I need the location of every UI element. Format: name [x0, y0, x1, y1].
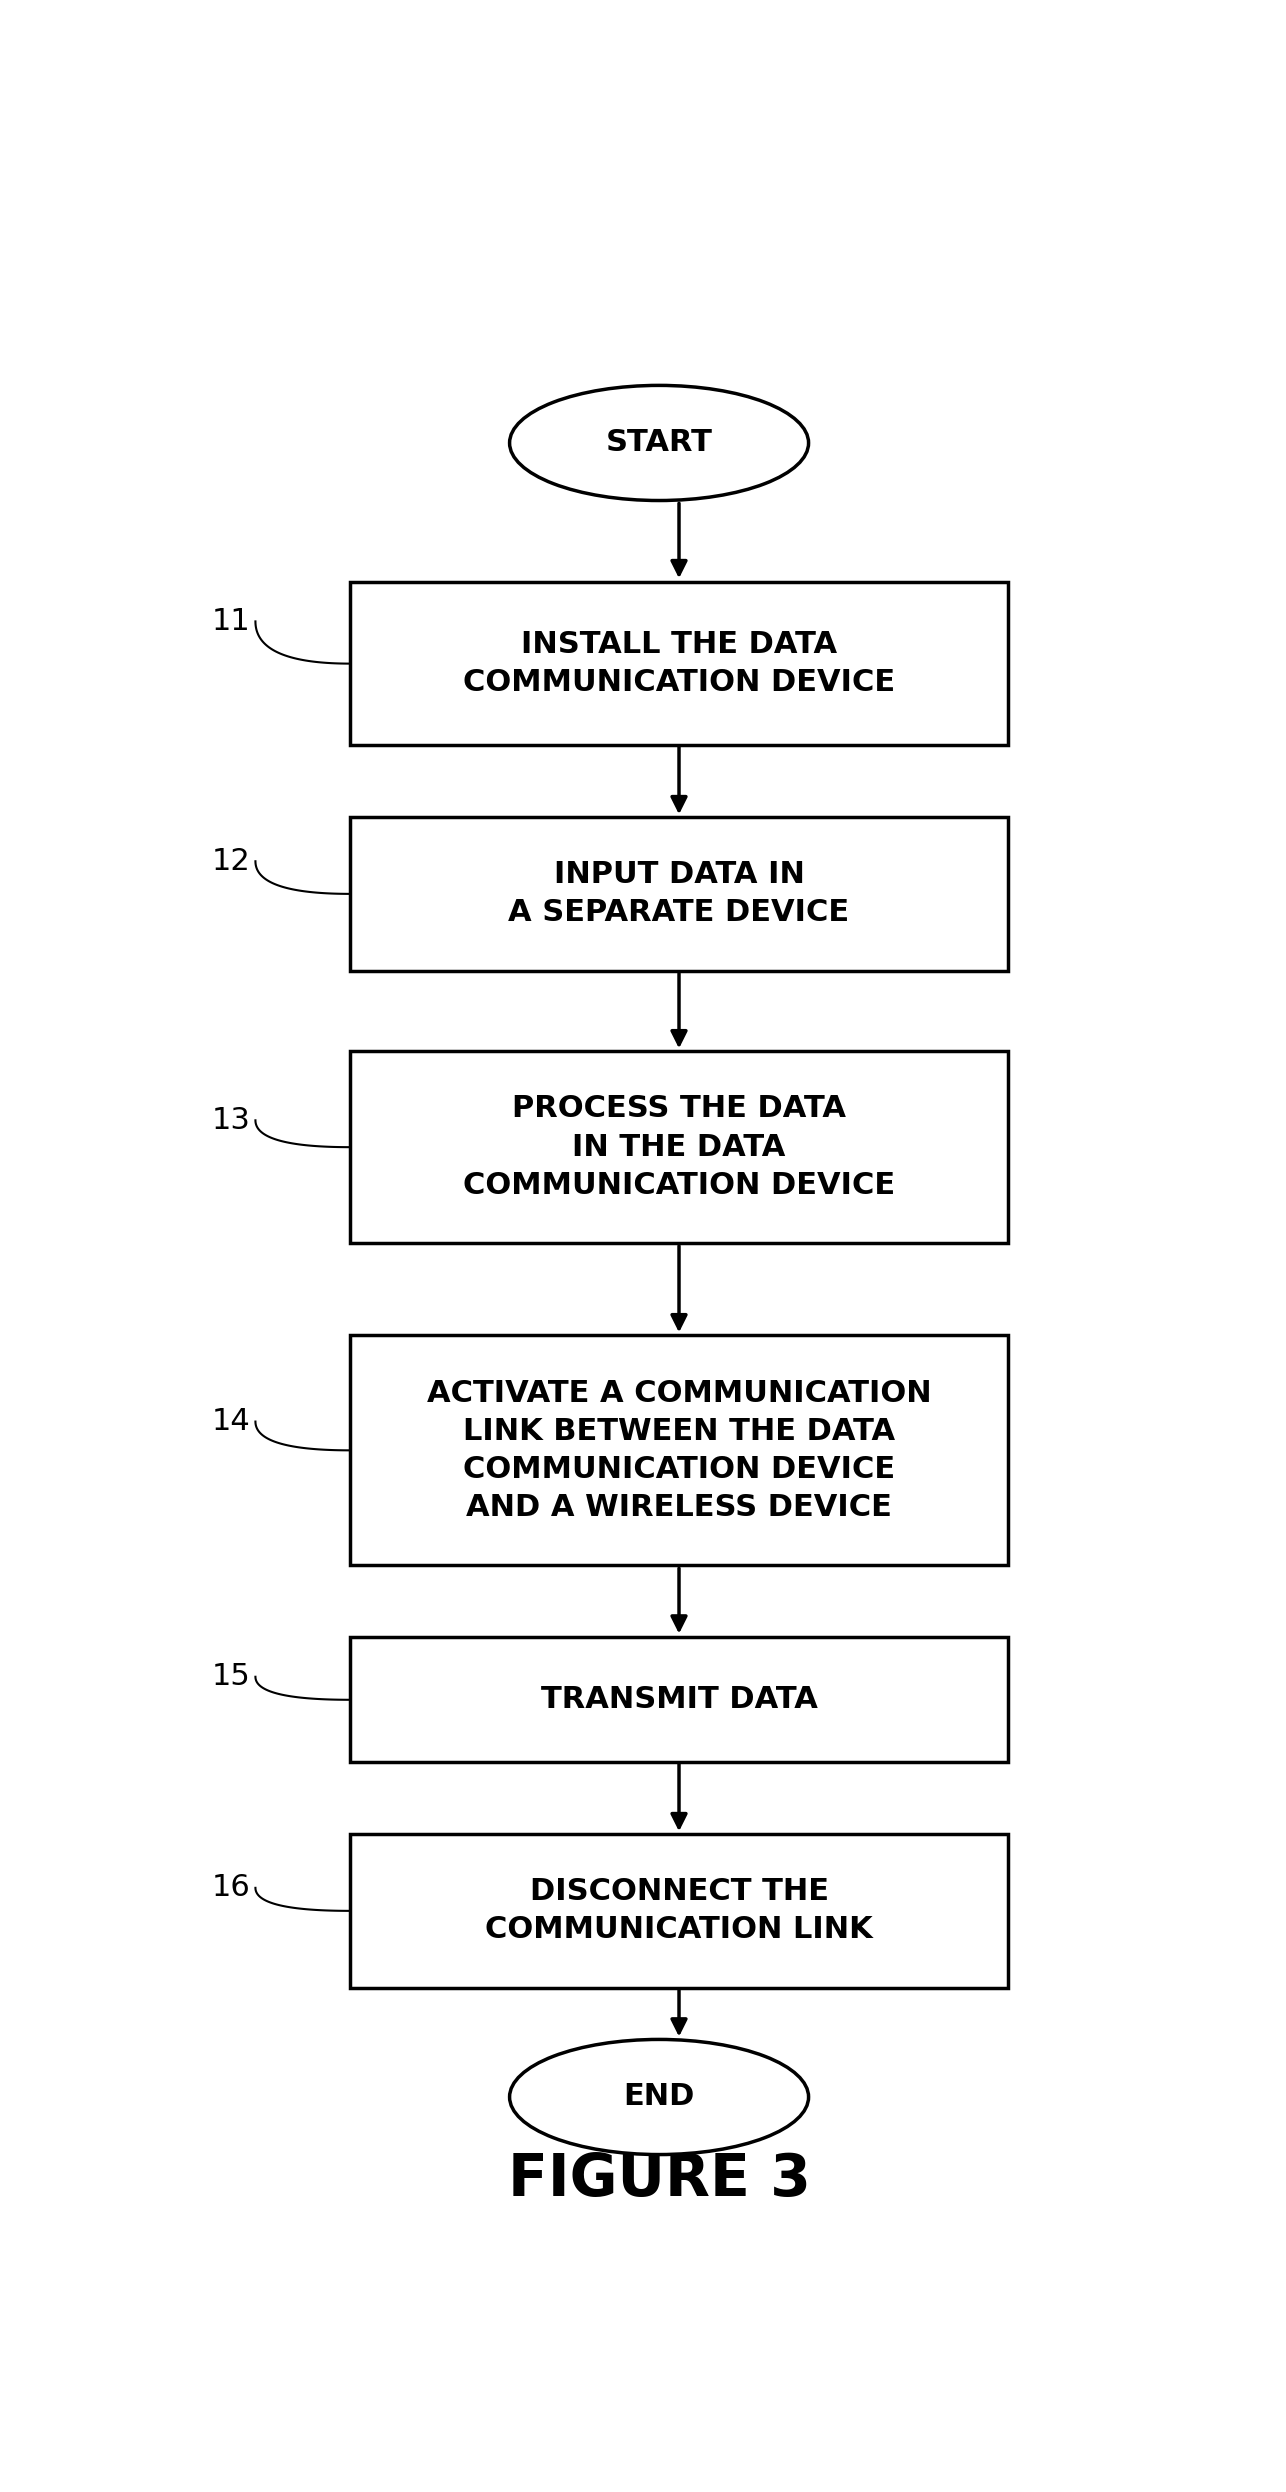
Bar	[350, 1637, 1008, 1762]
Bar	[350, 1052, 1008, 1244]
Text: DISCONNECT THE
COMMUNICATION LINK: DISCONNECT THE COMMUNICATION LINK	[485, 1876, 873, 1944]
Text: TRANSMIT DATA: TRANSMIT DATA	[540, 1685, 818, 1714]
Text: INSTALL THE DATA
COMMUNICATION DEVICE: INSTALL THE DATA COMMUNICATION DEVICE	[463, 630, 895, 698]
Text: 14: 14	[212, 1408, 251, 1435]
Bar	[350, 1336, 1008, 1565]
Text: PROCESS THE DATA
IN THE DATA
COMMUNICATION DEVICE: PROCESS THE DATA IN THE DATA COMMUNICATI…	[463, 1094, 895, 1199]
Text: START: START	[606, 429, 712, 459]
Bar	[350, 817, 1008, 972]
Text: ACTIVATE A COMMUNICATION
LINK BETWEEN THE DATA
COMMUNICATION DEVICE
AND A WIRELE: ACTIVATE A COMMUNICATION LINK BETWEEN TH…	[427, 1378, 931, 1523]
Text: 11: 11	[212, 608, 251, 635]
Text: FIGURE 3: FIGURE 3	[508, 2151, 810, 2208]
Text: 16: 16	[212, 1874, 251, 1901]
Bar	[350, 1834, 1008, 1989]
Ellipse shape	[509, 2038, 809, 2156]
Text: 12: 12	[212, 847, 251, 875]
Text: END: END	[624, 2083, 694, 2111]
Text: 13: 13	[212, 1106, 251, 1134]
Bar	[350, 583, 1008, 745]
Ellipse shape	[509, 386, 809, 501]
Text: INPUT DATA IN
A SEPARATE DEVICE: INPUT DATA IN A SEPARATE DEVICE	[508, 860, 850, 927]
Text: 15: 15	[212, 1662, 251, 1692]
